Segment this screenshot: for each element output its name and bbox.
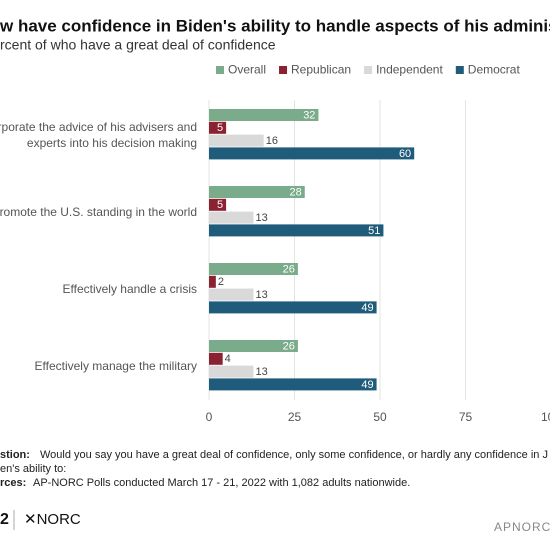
- value-label: 16: [266, 135, 278, 147]
- legend-swatch: [455, 66, 464, 74]
- bar: [209, 211, 254, 224]
- value-label: 4: [225, 353, 231, 365]
- logo: 2: [0, 511, 9, 528]
- legend-label: Independent: [376, 63, 443, 77]
- value-label: 28: [290, 186, 302, 198]
- value-label: 51: [368, 225, 380, 237]
- legend-swatch: [279, 66, 288, 74]
- value-label: 13: [255, 212, 267, 224]
- bar: [209, 121, 227, 134]
- bar: [209, 263, 298, 275]
- value-label: 60: [399, 148, 411, 160]
- legend-label: Overall: [228, 63, 266, 77]
- x-tick-label: 25: [288, 410, 302, 424]
- value-label: 5: [217, 122, 223, 134]
- value-label: 49: [361, 302, 373, 314]
- logo: ✕NORC: [24, 511, 81, 528]
- value-label: 5: [217, 199, 223, 211]
- site: APNORC.c: [494, 520, 550, 534]
- bar: [209, 275, 216, 288]
- category-label: Effectively manage the military: [34, 358, 197, 373]
- value-label: 32: [303, 109, 315, 121]
- bar: [209, 288, 254, 301]
- value-label: 26: [283, 263, 295, 275]
- legend-label: Democrat: [468, 63, 521, 77]
- value-label: 13: [255, 366, 267, 378]
- x-tick-label: 100: [541, 410, 550, 424]
- bar: [209, 198, 227, 211]
- value-label: 13: [255, 289, 267, 301]
- chart-title: w have confidence in Biden's ability to …: [0, 16, 550, 35]
- bar: [209, 186, 305, 198]
- bar: [209, 340, 298, 352]
- sources-label: rces:: [0, 477, 26, 489]
- legend-swatch: [216, 66, 224, 74]
- legend-label: Republican: [291, 63, 351, 77]
- value-label: 49: [361, 379, 373, 391]
- question-text: Would you say you have a great deal of c…: [40, 449, 548, 461]
- bar: [209, 352, 223, 365]
- question-label: stion:: [0, 449, 30, 461]
- x-tick-label: 75: [459, 410, 473, 424]
- category-label: romote the U.S. standing in the world: [0, 204, 197, 219]
- category-label: rporate the advice of his advisers and e…: [0, 119, 197, 150]
- bar: [209, 109, 319, 121]
- question-text: en's ability to:: [0, 463, 66, 475]
- sources-text: AP-NORC Polls conducted March 17 - 21, 2…: [33, 477, 410, 489]
- x-tick-label: 50: [373, 410, 387, 424]
- bar: [209, 134, 264, 147]
- bar: [209, 378, 377, 391]
- bar: [209, 301, 377, 314]
- category-label: Effectively handle a crisis: [62, 281, 197, 296]
- bar: [209, 224, 384, 237]
- chart-subtitle: rcent of who have a great deal of confid…: [0, 37, 276, 53]
- bar: [209, 365, 254, 378]
- value-label: 2: [218, 276, 224, 288]
- legend-swatch: [364, 66, 373, 74]
- value-label: 26: [283, 340, 295, 352]
- bar: [209, 147, 415, 160]
- x-tick-label: 0: [206, 410, 213, 424]
